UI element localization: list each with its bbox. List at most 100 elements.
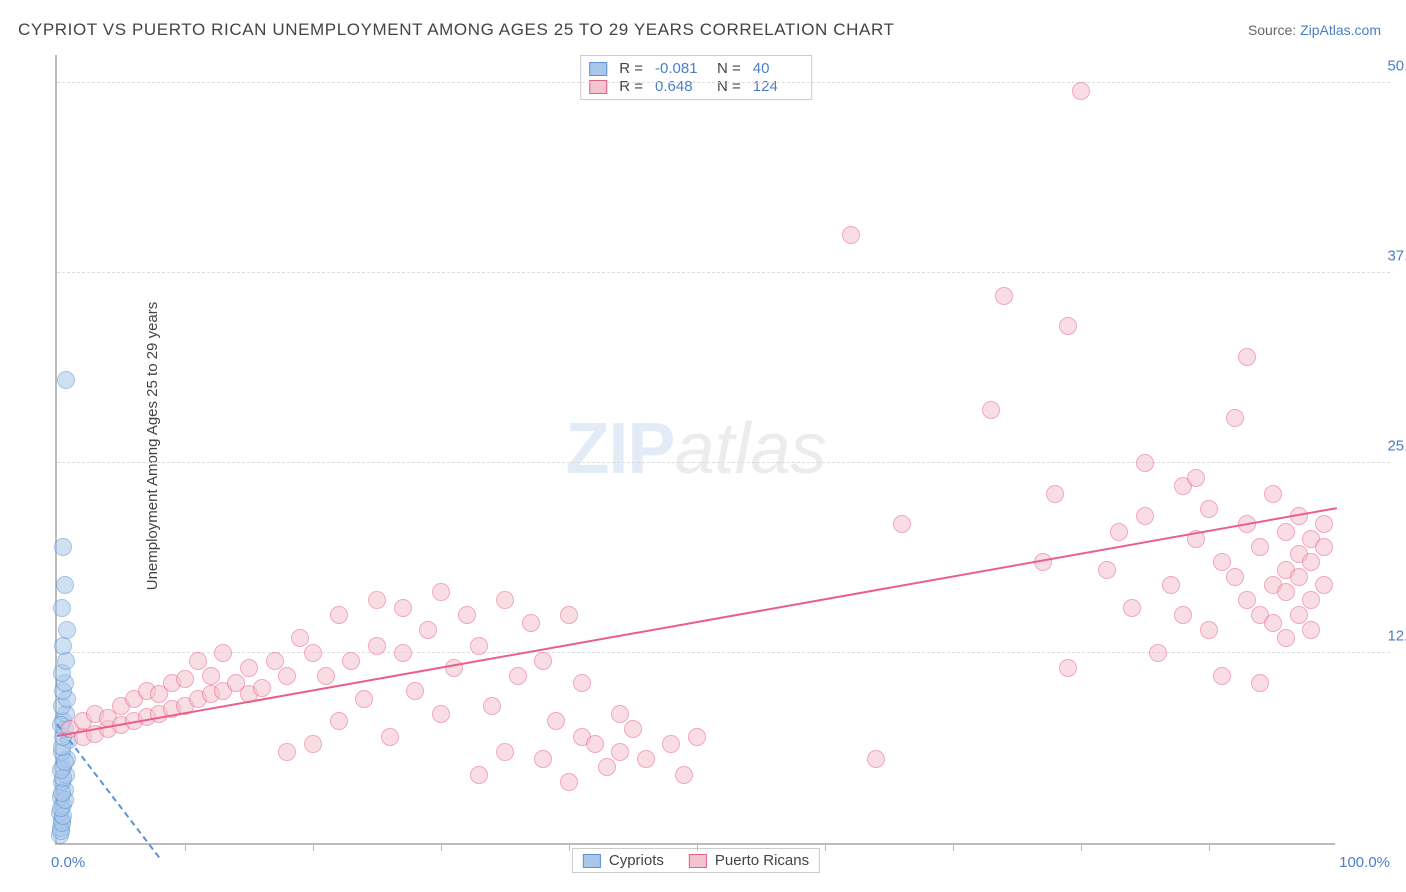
data-point	[1277, 583, 1295, 601]
data-point	[342, 652, 360, 670]
data-point	[637, 750, 655, 768]
data-point	[330, 712, 348, 730]
data-point	[573, 674, 591, 692]
gridline	[57, 272, 1390, 273]
legend-r-label: R =	[619, 60, 643, 77]
data-point	[1315, 576, 1333, 594]
data-point	[1213, 553, 1231, 571]
source-link[interactable]: ZipAtlas.com	[1300, 22, 1381, 38]
correlation-legend: R =-0.081N =40R =0.648N =124	[580, 55, 812, 100]
data-point	[995, 287, 1013, 305]
x-tick	[1209, 843, 1210, 851]
data-point	[496, 743, 514, 761]
data-point	[214, 644, 232, 662]
y-tick-label: 50.0%	[1387, 58, 1406, 75]
data-point	[176, 670, 194, 688]
data-point	[56, 576, 74, 594]
data-point	[368, 591, 386, 609]
data-point	[662, 735, 680, 753]
source-citation: Source: ZipAtlas.com	[1248, 22, 1381, 38]
data-point	[522, 614, 540, 632]
x-tick	[697, 843, 698, 851]
data-point	[1136, 454, 1154, 472]
data-point	[1059, 317, 1077, 335]
x-tick	[953, 843, 954, 851]
data-point	[1162, 576, 1180, 594]
data-point	[560, 606, 578, 624]
series-legend: Cypriots Puerto Ricans	[572, 848, 820, 873]
data-point	[611, 705, 629, 723]
data-point	[330, 606, 348, 624]
watermark: ZIPatlas	[565, 408, 826, 490]
legend-swatch	[689, 854, 707, 868]
data-point	[291, 629, 309, 647]
data-point	[1302, 591, 1320, 609]
legend-item: Cypriots	[583, 852, 664, 869]
data-point	[54, 637, 72, 655]
legend-swatch	[589, 62, 607, 76]
data-point	[547, 712, 565, 730]
data-point	[394, 599, 412, 617]
data-point	[470, 637, 488, 655]
x-axis-max-label: 100.0%	[1339, 854, 1390, 871]
data-point	[53, 599, 71, 617]
data-point	[406, 682, 424, 700]
data-point	[445, 659, 463, 677]
data-point	[1187, 469, 1205, 487]
x-axis-min-label: 0.0%	[51, 854, 85, 871]
data-point	[1238, 591, 1256, 609]
data-point	[1226, 409, 1244, 427]
data-point	[1149, 644, 1167, 662]
legend-n-label: N =	[717, 78, 741, 95]
data-point	[1302, 553, 1320, 571]
data-point	[432, 705, 450, 723]
data-point	[1136, 507, 1154, 525]
data-point	[611, 743, 629, 761]
data-point	[240, 659, 258, 677]
data-point	[688, 728, 706, 746]
data-point	[1277, 523, 1295, 541]
data-point	[496, 591, 514, 609]
data-point	[624, 720, 642, 738]
gridline	[57, 82, 1390, 83]
legend-n-value: 124	[753, 78, 803, 95]
data-point	[1264, 485, 1282, 503]
data-point	[57, 652, 75, 670]
y-tick-label: 37.5%	[1387, 248, 1406, 265]
data-point	[586, 735, 604, 753]
data-point	[534, 750, 552, 768]
data-point	[867, 750, 885, 768]
data-point	[1238, 348, 1256, 366]
chart-title: CYPRIOT VS PUERTO RICAN UNEMPLOYMENT AMO…	[18, 20, 895, 40]
trend-line	[57, 507, 1337, 737]
legend-swatch	[583, 854, 601, 868]
legend-n-label: N =	[717, 60, 741, 77]
data-point	[675, 766, 693, 784]
data-point	[470, 766, 488, 784]
data-point	[842, 226, 860, 244]
legend-row: R =0.648N =124	[589, 78, 803, 95]
data-point	[1200, 621, 1218, 639]
x-tick	[441, 843, 442, 851]
watermark-zip: ZIP	[565, 409, 674, 489]
data-point	[1290, 568, 1308, 586]
data-point	[317, 667, 335, 685]
data-point	[381, 728, 399, 746]
data-point	[57, 371, 75, 389]
data-point	[304, 735, 322, 753]
legend-series-name: Puerto Ricans	[715, 852, 809, 869]
data-point	[1302, 621, 1320, 639]
data-point	[189, 652, 207, 670]
x-tick	[825, 843, 826, 851]
legend-item: Puerto Ricans	[689, 852, 809, 869]
x-tick	[313, 843, 314, 851]
data-point	[1059, 659, 1077, 677]
data-point	[1072, 82, 1090, 100]
data-point	[56, 753, 74, 771]
data-point	[982, 401, 1000, 419]
data-point	[54, 538, 72, 556]
data-point	[893, 515, 911, 533]
x-tick	[569, 843, 570, 851]
gridline	[57, 652, 1390, 653]
data-point	[1213, 667, 1231, 685]
